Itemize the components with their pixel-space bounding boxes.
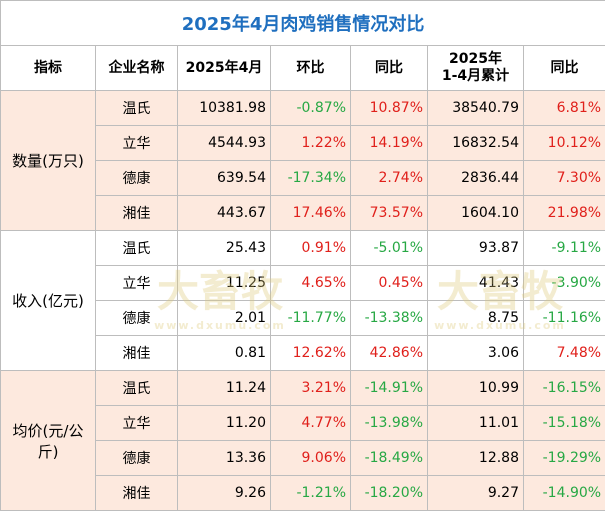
company-name: 温氏 xyxy=(95,230,178,266)
data-row: 德康 13.36 9.06% -18.49% 12.88 -19.29% xyxy=(1,440,605,476)
company-name: 温氏 xyxy=(95,370,178,406)
cell-value: 11.24 xyxy=(177,370,271,406)
cell-value: 7.30% xyxy=(522,160,605,196)
cell-value: 42.86% xyxy=(350,335,428,371)
data-row: 收入(亿元) 温氏 25.43 0.91% -5.01% 93.87 -9.11% xyxy=(0,230,605,371)
title-row: 2025年4月肉鸡销售情况对比 xyxy=(0,0,605,46)
cell-value: 8.75 xyxy=(427,300,524,336)
column-header: 2025年4月 xyxy=(177,45,271,91)
data-row: 湘佳 0.81 12.62% 42.86% 3.06 7.48% xyxy=(1,335,605,371)
cell-value: 14.19% xyxy=(350,125,428,161)
sales-table: 2025年4月肉鸡销售情况对比 指标 企业名称 2025年4月 环比 同比 2025年 1-… xyxy=(0,0,605,511)
company-name: 德康 xyxy=(95,160,178,196)
cell-value: 17.46% xyxy=(270,195,351,231)
cell-value: 9.27 xyxy=(427,475,524,511)
cell-value: -18.49% xyxy=(350,440,428,476)
cell-value: 2.74% xyxy=(350,160,428,196)
cell-value: 25.43 xyxy=(177,230,271,266)
cell-value: 0.45% xyxy=(350,265,428,301)
cell-value: 11.20 xyxy=(177,405,271,441)
data-row: 湘佳 443.67 17.46% 73.57% 1604.10 21.98% xyxy=(1,195,605,231)
company-name: 德康 xyxy=(95,300,178,336)
cell-value: 9.06% xyxy=(270,440,351,476)
cell-value: 0.81 xyxy=(177,335,271,371)
company-name: 湘佳 xyxy=(95,195,178,231)
cell-value: -16.15% xyxy=(522,370,605,406)
data-row: 立华 11.20 4.77% -13.98% 11.01 -15.18% xyxy=(1,405,605,441)
data-row: 均价(元/公斤) 温氏 11.24 3.21% -14.91% 10.99 -16.15% xyxy=(0,370,605,511)
cell-value: -14.91% xyxy=(350,370,428,406)
company-name: 立华 xyxy=(95,405,178,441)
column-header: 同比 xyxy=(522,45,605,91)
cell-value: 11.25 xyxy=(177,265,271,301)
cell-value: 13.36 xyxy=(177,440,271,476)
data-row: 湘佳 9.26 -1.21% -18.20% 9.27 -14.90% xyxy=(1,475,605,511)
company-name: 立华 xyxy=(95,265,178,301)
cell-value: -13.98% xyxy=(350,405,428,441)
cell-value: 10381.98 xyxy=(177,90,271,126)
cell-value: 10.87% xyxy=(350,90,428,126)
company-name: 德康 xyxy=(95,440,178,476)
cell-value: -9.11% xyxy=(522,230,605,266)
cell-value: 11.01 xyxy=(427,405,524,441)
column-header: 同比 xyxy=(350,45,428,91)
data-row: 立华 4544.93 1.22% 14.19% 16832.54 10.12% xyxy=(1,125,605,161)
cell-value: -3.90% xyxy=(522,265,605,301)
cell-value: 12.88 xyxy=(427,440,524,476)
cell-value: 4544.93 xyxy=(177,125,271,161)
table-title: 2025年4月肉鸡销售情况对比 xyxy=(0,0,605,46)
cell-value: -1.21% xyxy=(270,475,351,511)
cell-value: -13.38% xyxy=(350,300,428,336)
header-row: 指标 企业名称 2025年4月 环比 同比 2025年 1-4月累计 同比 xyxy=(0,45,605,91)
cell-value: -17.34% xyxy=(270,160,351,196)
cell-value: 4.65% xyxy=(270,265,351,301)
cell-value: -11.77% xyxy=(270,300,351,336)
group-label: 均价(元/公斤) xyxy=(0,370,96,511)
cell-value: 10.99 xyxy=(427,370,524,406)
column-header: 环比 xyxy=(270,45,351,91)
group-label: 数量(万只) xyxy=(0,90,96,231)
company-name: 温氏 xyxy=(95,90,178,126)
cell-value: 1.22% xyxy=(270,125,351,161)
company-name: 湘佳 xyxy=(95,475,178,511)
cell-value: 73.57% xyxy=(350,195,428,231)
column-header: 2025年 1-4月累计 xyxy=(427,45,524,91)
cell-value: -19.29% xyxy=(522,440,605,476)
cell-value: -18.20% xyxy=(350,475,428,511)
cell-value: 38540.79 xyxy=(427,90,524,126)
group-label: 收入(亿元) xyxy=(0,230,96,371)
cell-value: 443.67 xyxy=(177,195,271,231)
cell-value: 6.81% xyxy=(522,90,605,126)
cell-value: 1604.10 xyxy=(427,195,524,231)
cell-value: 639.54 xyxy=(177,160,271,196)
cell-value: 93.87 xyxy=(427,230,524,266)
data-row: 数量(万只) 温氏 10381.98 -0.87% 10.87% 38540.79 6.81… xyxy=(0,90,605,231)
cell-value: -11.16% xyxy=(522,300,605,336)
column-header: 指标 xyxy=(0,45,96,91)
data-row: 立华 11.25 4.65% 0.45% 41.43 -3.90% xyxy=(1,265,605,301)
cell-value: 0.91% xyxy=(270,230,351,266)
cell-value: 9.26 xyxy=(177,475,271,511)
cell-value: 2.01 xyxy=(177,300,271,336)
cell-value: -15.18% xyxy=(522,405,605,441)
cell-value: 2836.44 xyxy=(427,160,524,196)
cell-value: 7.48% xyxy=(522,335,605,371)
column-header: 企业名称 xyxy=(95,45,178,91)
cell-value: 16832.54 xyxy=(427,125,524,161)
cell-value: 12.62% xyxy=(270,335,351,371)
cell-value: -14.90% xyxy=(522,475,605,511)
cell-value: 21.98% xyxy=(522,195,605,231)
data-row: 德康 639.54 -17.34% 2.74% 2836.44 7.30% xyxy=(1,160,605,196)
cell-value: 4.77% xyxy=(270,405,351,441)
cell-value: -5.01% xyxy=(350,230,428,266)
cell-value: 3.06 xyxy=(427,335,524,371)
cell-value: 10.12% xyxy=(522,125,605,161)
cell-value: 41.43 xyxy=(427,265,524,301)
company-name: 立华 xyxy=(95,125,178,161)
cell-value: -0.87% xyxy=(270,90,351,126)
cell-value: 3.21% xyxy=(270,370,351,406)
company-name: 湘佳 xyxy=(95,335,178,371)
